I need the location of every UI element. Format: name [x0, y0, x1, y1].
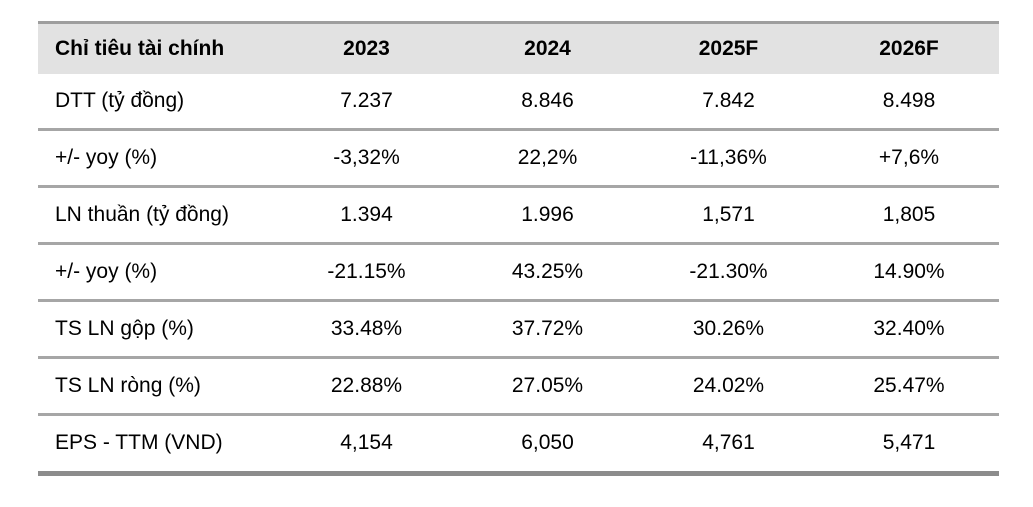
table-cell: 1,805	[882, 202, 936, 226]
table-row: EPS - TTM (VND) 4,154 6,050 4,761 5,471	[38, 414, 999, 471]
table-row: TS LN gộp (%) 33.48% 37.72% 30.26% 32.40…	[38, 300, 999, 357]
table-cell: 6,050	[521, 431, 574, 455]
table-cell: -21.30%	[689, 259, 768, 283]
row-label: TS LN ròng (%)	[55, 373, 201, 397]
table-cell: 1,571	[702, 202, 755, 226]
row-label: TS LN gộp (%)	[55, 316, 194, 340]
table-row: LN thuần (tỷ đồng) 1.394 1.996 1,571 1,8…	[38, 186, 999, 243]
table-cell: 32.40%	[873, 316, 945, 340]
row-label: DTT (tỷ đồng)	[55, 88, 185, 112]
header-year-2025f: 2025F	[698, 37, 759, 60]
table-row: DTT (tỷ đồng) 7.237 8.846 7.842 8.498	[38, 74, 999, 129]
table-cell: 37.72%	[511, 316, 584, 340]
table-cell: 1.394	[340, 202, 393, 226]
header-year-2023: 2023	[343, 37, 390, 60]
table-row: TS LN ròng (%) 22.88% 27.05% 24.02% 25.4…	[38, 357, 999, 414]
table-row: +/- yoy (%) -3,32% 22,2% -11,36% +7,6%	[38, 129, 999, 186]
header-year-2026f: 2026F	[879, 37, 939, 60]
table-top-rule	[38, 21, 999, 24]
table-cell: 27.05%	[511, 373, 584, 397]
table-cell: 25.47%	[873, 373, 945, 397]
header-indicator: Chỉ tiêu tài chính	[55, 37, 225, 60]
table-cell: -11,36%	[690, 145, 767, 169]
table-cell: 8.846	[521, 88, 574, 112]
row-label: +/- yoy (%)	[55, 259, 158, 283]
table-bottom-rule	[38, 471, 999, 476]
row-label: +/- yoy (%)	[55, 145, 158, 169]
table-cell: 30.26%	[692, 316, 765, 340]
table-cell: 43.25%	[511, 259, 584, 283]
table-cell: -21.15%	[327, 259, 406, 283]
row-label: EPS - TTM (VND)	[55, 431, 223, 455]
table-cell: 8.498	[882, 88, 936, 112]
table-cell: 5,471	[882, 431, 936, 455]
table-cell: 1.996	[521, 202, 574, 226]
table-cell: 33.48%	[330, 316, 403, 340]
table-cell: 22,2%	[517, 145, 578, 169]
table-cell: -3,32%	[333, 145, 400, 169]
table-cell: 14.90%	[873, 259, 945, 283]
table-cell: 7.842	[702, 88, 755, 112]
table-cell: 4,761	[702, 431, 755, 455]
table-row: +/- yoy (%) -21.15% 43.25% -21.30% 14.90…	[38, 243, 999, 300]
financial-indicators-table: Chỉ tiêu tài chính 2023 2024 2025F 2026F…	[38, 24, 999, 471]
header-year-2024: 2024	[524, 37, 571, 60]
table-cell: 7.237	[340, 88, 393, 112]
table-header-row: Chỉ tiêu tài chính 2023 2024 2025F 2026F	[38, 24, 999, 74]
table-cell: +7,6%	[878, 145, 940, 169]
table-cell: 22.88%	[330, 373, 403, 397]
table-cell: 4,154	[340, 431, 393, 455]
table-cell: 24.02%	[692, 373, 765, 397]
row-label: LN thuần (tỷ đồng)	[55, 202, 229, 226]
financial-table-container: Chỉ tiêu tài chính 2023 2024 2025F 2026F…	[38, 21, 999, 476]
